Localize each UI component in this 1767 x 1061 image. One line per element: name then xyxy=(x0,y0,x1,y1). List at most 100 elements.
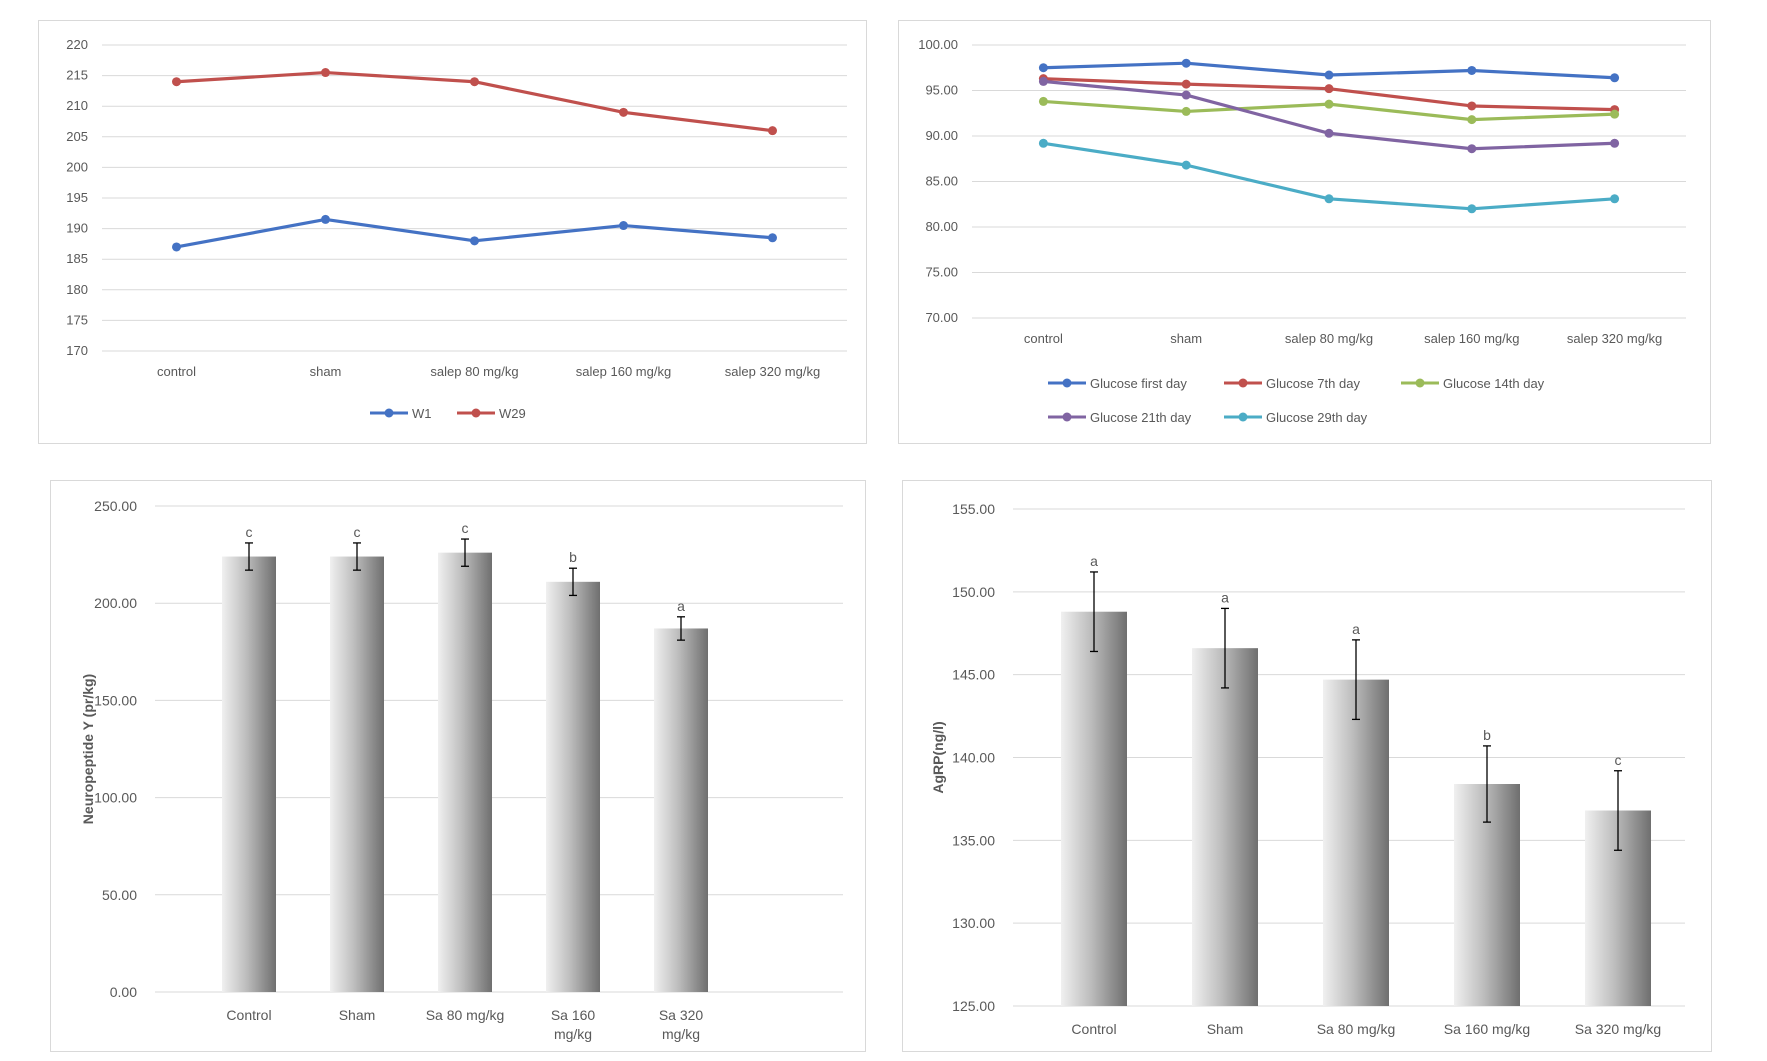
data-point xyxy=(1181,58,1191,68)
y-tick-label: 95.00 xyxy=(925,83,958,98)
bar xyxy=(1192,648,1258,1006)
x-tick-label: salep 160 mg/kg xyxy=(576,364,671,379)
data-point xyxy=(619,221,628,231)
y-tick-label: 75.00 xyxy=(925,265,958,280)
y-tick-label: 205 xyxy=(66,129,88,144)
bar xyxy=(1061,611,1127,1006)
legend-label: Glucose 14th day xyxy=(1443,376,1545,391)
weight-line-chart: 220 215 210 205 200 195 190 185 180 175 170 control… xyxy=(66,37,847,421)
agrp-bar-chart: 155.00 150.00 145.00 140.00 135.00 130.00 125.… xyxy=(930,501,1685,1037)
y-tick-label: 190 xyxy=(66,221,88,236)
data-point xyxy=(1610,109,1620,119)
x-tick-label: Control xyxy=(226,1007,271,1023)
x-tick-label: salep 160 mg/kg xyxy=(1424,331,1519,346)
y-tick-label: 135.00 xyxy=(952,832,995,848)
y-tick-label: 155.00 xyxy=(952,501,995,517)
y-tick-label: 175 xyxy=(66,312,88,327)
data-point xyxy=(172,242,181,252)
glucose-line-chart-panel: 100.00 95.00 90.00 85.00 80.00 75.00 70.00 cont… xyxy=(898,20,1711,444)
significance-letter: b xyxy=(1483,727,1491,743)
data-point xyxy=(768,126,777,136)
data-point xyxy=(1610,194,1620,204)
neuropeptide-y-bar-chart-panel: 250.00 200.00 150.00 100.00 50.00 0.00 Neurope… xyxy=(50,480,866,1052)
y-axis-label: AgRP(ng/l) xyxy=(930,721,946,793)
y-tick-label: 50.00 xyxy=(102,887,137,903)
neuropeptide-y-bar-chart: 250.00 200.00 150.00 100.00 50.00 0.00 Neurope… xyxy=(80,498,843,1042)
y-tick-label: 80.00 xyxy=(925,219,958,234)
y-tick-label: 150.00 xyxy=(94,692,137,708)
x-tick-label: control xyxy=(1024,331,1063,346)
y-tick-label: 220 xyxy=(66,37,88,52)
x-tick-label: Sham xyxy=(339,1007,376,1023)
significance-letter: c xyxy=(462,520,469,536)
y-tick-label: 210 xyxy=(66,98,88,113)
y-tick-label: 145.00 xyxy=(952,667,995,683)
significance-letter: c xyxy=(246,524,253,540)
y-tick-label: 130.00 xyxy=(952,915,995,931)
bar xyxy=(654,628,708,992)
legend-label: Glucose 29th day xyxy=(1266,410,1368,425)
y-tick-label: 90.00 xyxy=(925,128,958,143)
data-point xyxy=(321,214,330,224)
significance-letter: b xyxy=(569,549,577,565)
glucose-line-chart: 100.00 95.00 90.00 85.00 80.00 75.00 70.00 cont… xyxy=(918,37,1686,425)
y-tick-label: 100.00 xyxy=(94,790,137,806)
weight-line-chart-panel: 220 215 210 205 200 195 190 185 180 175 170 control… xyxy=(38,20,867,444)
significance-letter: a xyxy=(677,598,685,614)
data-point xyxy=(470,77,479,87)
legend-swatch-marker xyxy=(1062,378,1072,388)
y-tick-label: 200.00 xyxy=(94,595,137,611)
data-point xyxy=(1610,138,1620,148)
significance-letter: a xyxy=(1352,621,1360,637)
data-point xyxy=(1467,204,1477,214)
x-tick-label: Sa 80 mg/kg xyxy=(1317,1021,1396,1037)
legend-label: W1 xyxy=(412,406,432,421)
y-tick-label: 180 xyxy=(66,282,88,297)
x-tick-label: Sa 80 mg/kg xyxy=(426,1007,505,1023)
x-tick-label: Sham xyxy=(1207,1021,1244,1037)
bar xyxy=(438,552,492,992)
y-tick-label: 70.00 xyxy=(925,310,958,325)
y-tick-label: 215 xyxy=(66,68,88,83)
legend-swatch-marker xyxy=(471,408,481,418)
legend-swatch-marker xyxy=(1238,412,1248,422)
data-point xyxy=(1038,96,1048,106)
legend-label: W29 xyxy=(499,406,526,421)
x-tick-label: mg/kg xyxy=(662,1026,700,1042)
data-point xyxy=(1467,101,1477,111)
legend-label: Glucose first day xyxy=(1090,376,1187,391)
data-point xyxy=(1324,128,1334,138)
y-tick-label: 140.00 xyxy=(952,750,995,766)
legend-swatch-marker xyxy=(1415,378,1425,388)
significance-letter: c xyxy=(1615,752,1622,768)
y-tick-label: 100.00 xyxy=(918,37,958,52)
x-tick-label: mg/kg xyxy=(554,1026,592,1042)
data-point xyxy=(1610,73,1620,83)
significance-letter: a xyxy=(1090,553,1098,569)
y-tick-label: 195 xyxy=(66,190,88,205)
x-tick-label: salep 320 mg/kg xyxy=(1567,331,1662,346)
data-point xyxy=(1467,144,1477,154)
data-point xyxy=(1467,65,1477,75)
legend-swatch-marker xyxy=(1238,378,1248,388)
significance-letter: c xyxy=(354,524,361,540)
y-tick-label: 85.00 xyxy=(925,174,958,189)
x-tick-label: salep 80 mg/kg xyxy=(430,364,518,379)
data-point xyxy=(768,233,777,243)
x-tick-label: sham xyxy=(310,364,342,379)
y-tick-label: 0.00 xyxy=(110,984,137,1000)
agrp-bar-chart-panel: 155.00 150.00 145.00 140.00 135.00 130.00 125.… xyxy=(902,480,1712,1052)
x-tick-label: Sa 160 xyxy=(551,1007,596,1023)
data-point xyxy=(1181,90,1191,100)
y-tick-label: 200 xyxy=(66,159,88,174)
y-tick-label: 170 xyxy=(66,343,88,358)
y-tick-label: 150.00 xyxy=(952,584,995,600)
x-tick-label: salep 80 mg/kg xyxy=(1285,331,1373,346)
data-point xyxy=(321,68,330,78)
legend-swatch-marker xyxy=(1062,412,1072,422)
legend-label: Glucose 21th day xyxy=(1090,410,1192,425)
x-tick-label: Sa 320 xyxy=(659,1007,704,1023)
data-point xyxy=(1181,160,1191,170)
y-axis-label: Neuropeptide Y (pr/kg) xyxy=(80,674,96,824)
data-point xyxy=(470,236,479,246)
